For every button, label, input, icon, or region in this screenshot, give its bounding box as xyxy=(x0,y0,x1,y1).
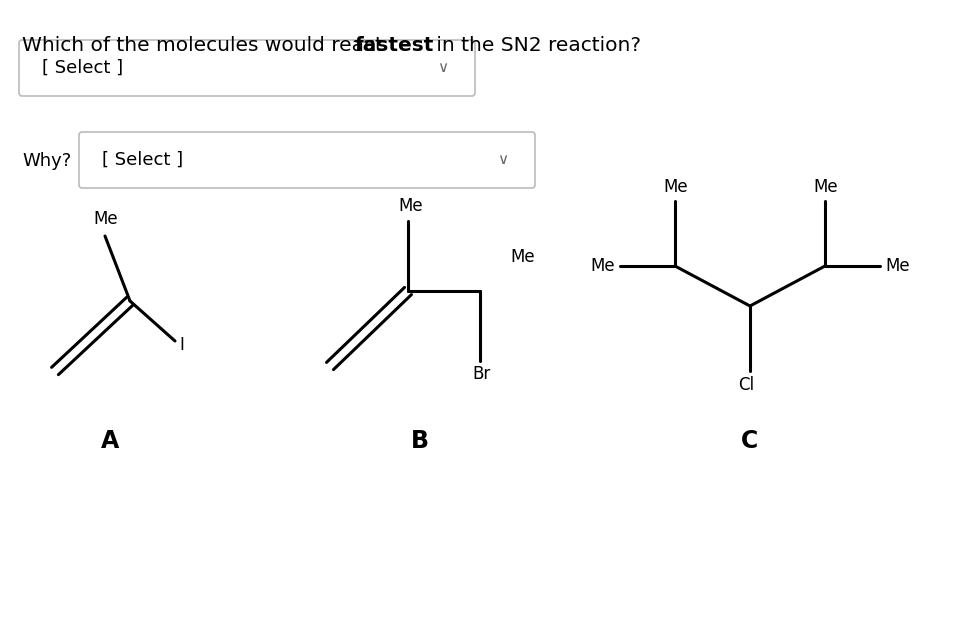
Text: Me: Me xyxy=(591,257,615,275)
Text: Me: Me xyxy=(885,257,909,275)
Text: fastest: fastest xyxy=(355,36,434,55)
Text: Which of the molecules would react: Which of the molecules would react xyxy=(22,36,389,55)
Text: ∨: ∨ xyxy=(497,153,508,167)
Text: Me: Me xyxy=(813,178,837,196)
Text: Me: Me xyxy=(398,197,423,215)
Text: Br: Br xyxy=(472,365,490,383)
Text: in the SN2 reaction?: in the SN2 reaction? xyxy=(430,36,641,55)
Text: B: B xyxy=(411,429,429,453)
Text: [ Select ]: [ Select ] xyxy=(102,151,184,169)
Text: C: C xyxy=(741,429,759,453)
Text: A: A xyxy=(101,429,120,453)
Text: I: I xyxy=(179,336,184,354)
FancyBboxPatch shape xyxy=(19,40,475,96)
Text: Me: Me xyxy=(93,210,118,228)
Text: Why?: Why? xyxy=(22,152,72,170)
Text: [ Select ]: [ Select ] xyxy=(42,59,123,77)
Text: Cl: Cl xyxy=(738,376,754,394)
FancyBboxPatch shape xyxy=(79,132,535,188)
Text: Me: Me xyxy=(663,178,687,196)
Text: ∨: ∨ xyxy=(437,60,448,76)
Text: Me: Me xyxy=(510,248,534,266)
